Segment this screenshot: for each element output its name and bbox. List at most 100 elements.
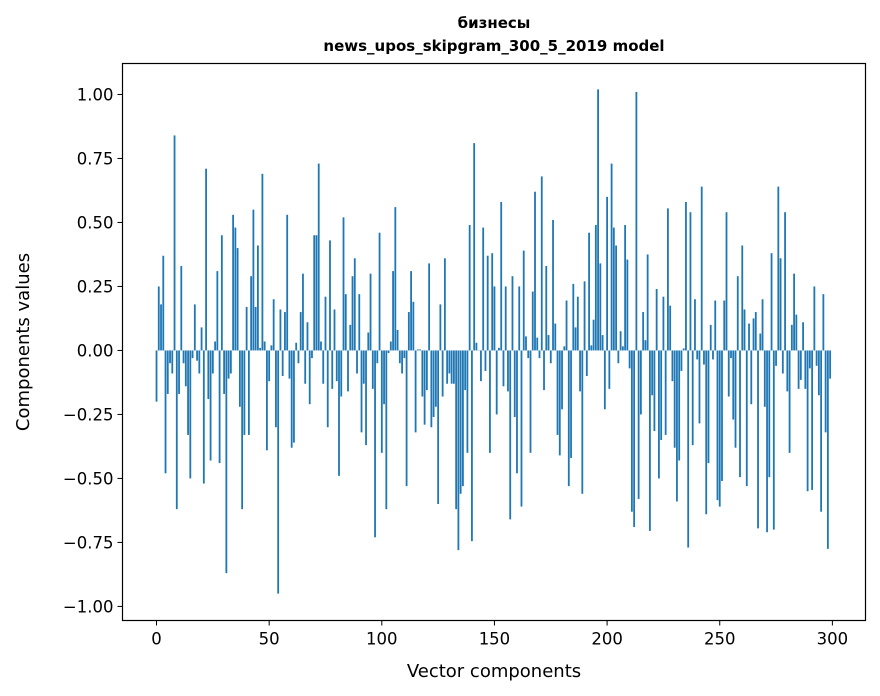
y-tick-label: 0.75 xyxy=(77,149,114,168)
bar xyxy=(725,212,728,351)
bar xyxy=(308,350,311,405)
bar xyxy=(189,350,192,479)
bar xyxy=(525,336,527,351)
bar xyxy=(360,350,363,433)
bar xyxy=(205,168,207,351)
bar xyxy=(797,350,800,389)
bar xyxy=(788,350,791,453)
bar xyxy=(471,350,473,542)
bar xyxy=(322,350,325,384)
bar xyxy=(619,331,622,351)
bar xyxy=(486,255,489,351)
x-tick-label: 250 xyxy=(704,630,736,649)
bar xyxy=(712,350,714,360)
bar xyxy=(256,245,259,351)
bar xyxy=(223,350,226,394)
x-axis-label: Vector components xyxy=(407,661,581,682)
bar xyxy=(784,212,786,351)
bar xyxy=(295,342,298,351)
bar xyxy=(804,350,807,389)
bar xyxy=(315,235,318,351)
chart-title: бизнесы xyxy=(458,14,531,32)
bar xyxy=(572,283,575,351)
bar xyxy=(259,347,262,351)
bar xyxy=(252,209,255,351)
bar xyxy=(214,341,216,351)
bar xyxy=(459,350,462,494)
bar xyxy=(642,312,645,351)
bar xyxy=(313,235,316,351)
bar xyxy=(362,350,365,384)
bar xyxy=(658,350,660,479)
y-tick-label: −0.75 xyxy=(63,533,114,552)
bar xyxy=(601,335,604,351)
bar xyxy=(603,350,606,410)
bar xyxy=(700,186,703,351)
bar xyxy=(392,271,394,351)
bar xyxy=(763,350,766,407)
bar xyxy=(169,350,171,364)
bar xyxy=(482,227,485,351)
bar xyxy=(227,350,230,379)
bar xyxy=(585,350,588,377)
bar xyxy=(480,350,482,382)
bar xyxy=(293,350,295,443)
bar xyxy=(304,350,307,384)
bar xyxy=(430,350,433,428)
bar xyxy=(473,143,476,351)
bar xyxy=(579,350,581,392)
bar xyxy=(687,350,690,548)
bar xyxy=(160,304,162,351)
bar xyxy=(689,212,692,351)
bar xyxy=(635,91,638,351)
bar xyxy=(507,350,509,392)
bar xyxy=(302,273,304,351)
bar xyxy=(216,271,219,351)
bar xyxy=(565,300,568,351)
y-tick-label: 1.00 xyxy=(77,85,114,104)
bar xyxy=(464,350,467,391)
bar xyxy=(171,350,174,374)
bar xyxy=(371,350,374,389)
bar xyxy=(594,225,597,351)
bar xyxy=(351,276,354,351)
bar xyxy=(777,186,780,351)
bar xyxy=(815,350,818,366)
bar xyxy=(727,350,730,397)
bar xyxy=(563,346,566,351)
bar xyxy=(556,350,559,435)
bar xyxy=(540,176,543,351)
bar xyxy=(284,312,286,351)
bar xyxy=(428,263,431,351)
bar xyxy=(275,350,277,428)
bar xyxy=(561,350,563,410)
bar xyxy=(567,350,570,487)
bar xyxy=(344,294,347,351)
bar xyxy=(491,253,494,351)
x-tick-label: 100 xyxy=(366,630,398,649)
bar xyxy=(340,350,343,397)
bar xyxy=(786,350,789,392)
bar xyxy=(162,255,165,351)
bar xyxy=(588,232,590,351)
bar xyxy=(775,350,777,366)
bar xyxy=(180,265,183,351)
bar xyxy=(617,350,620,364)
bar xyxy=(263,341,266,351)
bar xyxy=(389,341,392,351)
bar xyxy=(549,350,552,364)
bar xyxy=(272,299,275,351)
bar xyxy=(367,332,370,351)
bar xyxy=(581,350,584,494)
bar xyxy=(570,350,572,458)
bar xyxy=(615,245,618,351)
bar xyxy=(446,350,449,384)
bar xyxy=(270,345,273,351)
bar xyxy=(311,350,313,359)
bar xyxy=(504,286,507,351)
bar xyxy=(243,350,246,435)
bar xyxy=(790,324,793,351)
bar xyxy=(709,324,712,351)
bar xyxy=(268,350,271,382)
bar xyxy=(698,350,701,424)
